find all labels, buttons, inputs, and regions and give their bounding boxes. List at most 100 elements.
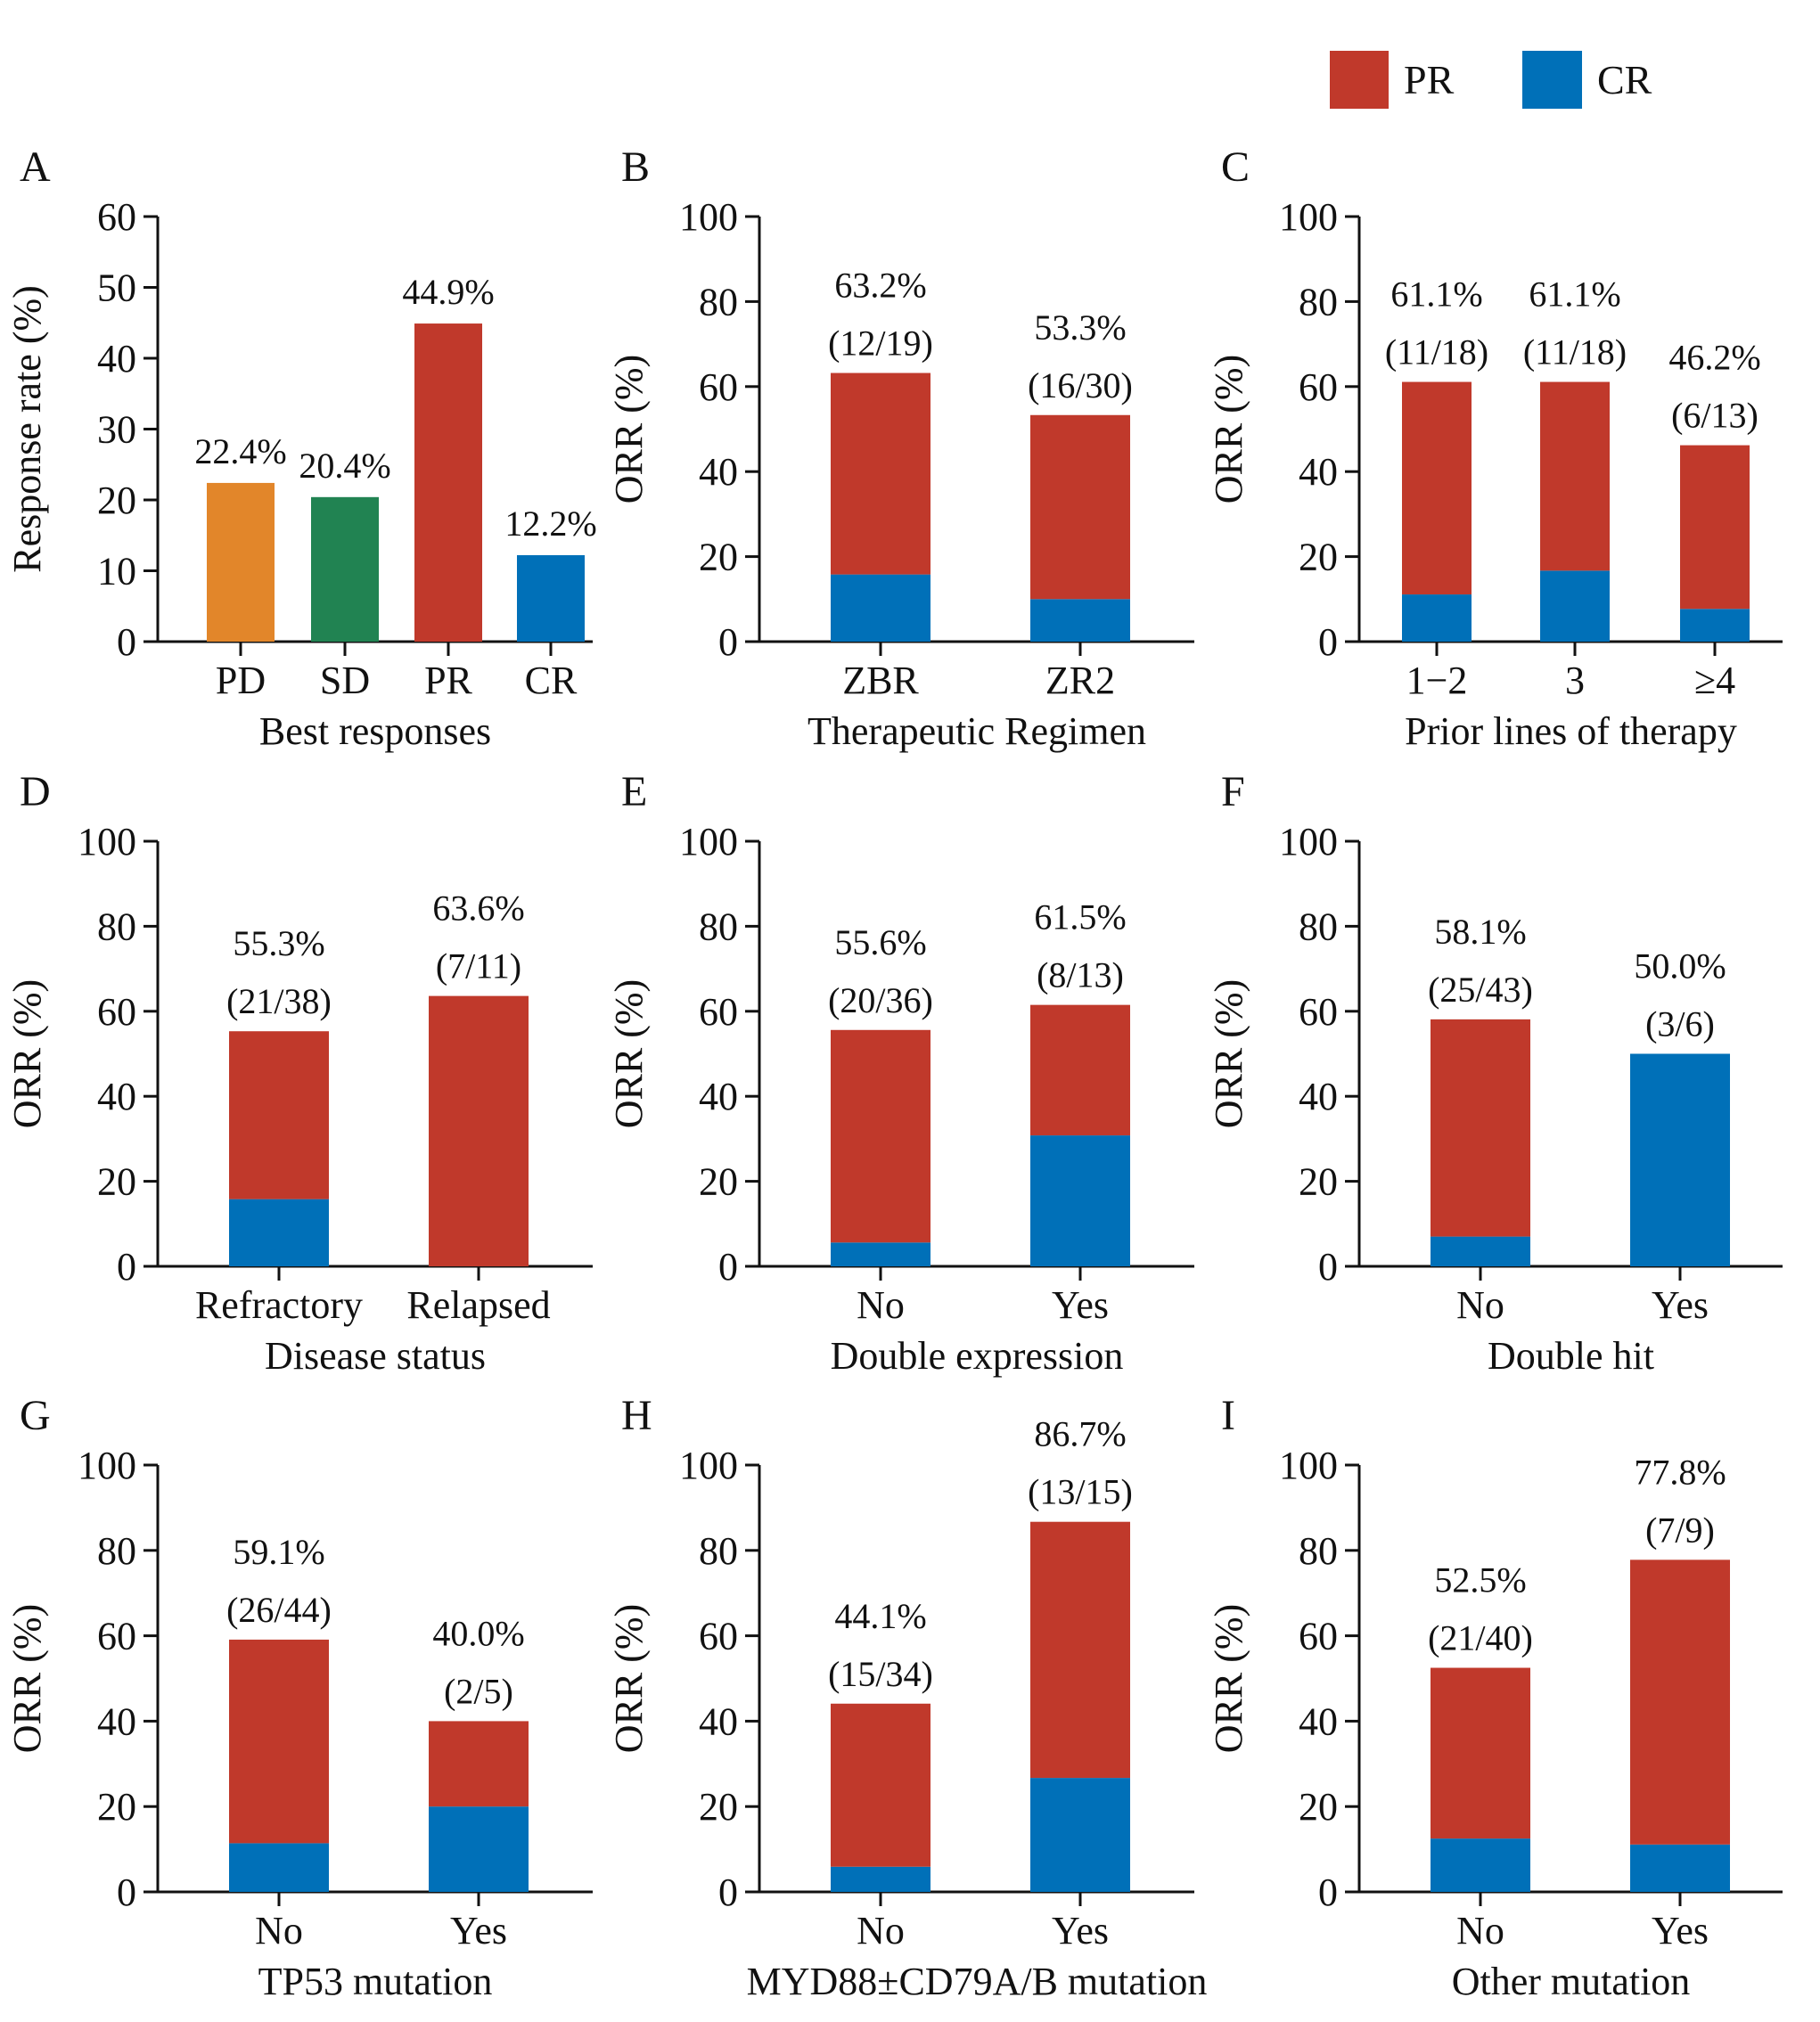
- panel-b-count-label-zbr: (12/19): [828, 323, 933, 364]
- panel-c-xtick-label-3: 3: [1565, 659, 1585, 702]
- panel-c-ytick-label-20: 20: [1299, 536, 1338, 579]
- panel-a-ytick-label-10: 10: [97, 550, 136, 594]
- panel-g-bar-yes-pr: [429, 1721, 529, 1807]
- legend-swatch-pr: [1330, 51, 1389, 109]
- panel-d-bar-refractory-cr: [229, 1199, 329, 1266]
- panel-c-count-label-3: (11/18): [1523, 332, 1627, 372]
- panel-h-xtick-label-yes: Yes: [1052, 1909, 1109, 1952]
- panel-g-letter: G: [20, 1392, 51, 1439]
- panel-a-xtick-label-cr: CR: [525, 659, 578, 702]
- panel-i: I 0 20 40 60 80 100 ORR (%) No 52.5% (21/40) Yes 77.…: [1207, 1392, 1783, 2003]
- panel-c-bar-4-pr: [1680, 445, 1750, 610]
- panel-c-xtick-label-1-2: 1−2: [1406, 659, 1468, 702]
- panel-f-ytick-label-60: 60: [1299, 990, 1338, 1034]
- panel-d-count-label-relapsed: (7/11): [436, 946, 521, 986]
- panel-b-bar-zr2-pr: [1030, 414, 1130, 600]
- panel-a-value-label-pd: 22.4%: [194, 431, 286, 471]
- panel-i-xlabel: Other mutation: [1452, 1960, 1691, 2003]
- panel-i-ytick-label-0: 0: [1318, 1871, 1338, 1914]
- panel-c-bar-4-cr: [1680, 609, 1750, 642]
- panel-e-xtick-label-no: No: [857, 1283, 905, 1327]
- panel-a-ytick-label-40: 40: [97, 337, 136, 381]
- panel-i-xtick-label-no: No: [1456, 1909, 1504, 1952]
- panel-i-ylabel: ORR (%): [1207, 1604, 1250, 1753]
- panel-f-pct-label-no: 58.1%: [1434, 912, 1526, 952]
- panel-a-ytick-label-20: 20: [97, 479, 136, 522]
- panel-g-ytick-label-40: 40: [97, 1699, 136, 1743]
- panel-a-ytick-label-0: 0: [117, 620, 136, 664]
- panel-a-value-label-cr: 12.2%: [504, 503, 596, 544]
- panel-f-xlabel: Double hit: [1488, 1334, 1654, 1378]
- legend-label-pr: PR: [1404, 57, 1455, 102]
- panel-h: H 0 20 40 60 80 100 ORR (%) No 44.1% (15/34) Yes 86.…: [607, 1392, 1207, 2003]
- panel-e-pct-label-no: 55.6%: [834, 922, 926, 962]
- panel-e-letter: E: [621, 768, 647, 815]
- panel-f-count-label-no: (25/43): [1428, 970, 1533, 1010]
- panel-c-bar-1-2-pr: [1402, 381, 1472, 595]
- panel-d: D 0 20 40 60 80 100 ORR (%) Refractory 55.3% (21/3…: [5, 768, 593, 1378]
- panel-f-ytick-label-80: 80: [1299, 905, 1338, 948]
- panel-h-ytick-label-80: 80: [699, 1529, 738, 1573]
- panel-c-ytick-label-60: 60: [1299, 365, 1338, 409]
- panel-g: G 0 20 40 60 80 100 ORR (%) No 59.1% (26/44) Yes 40.…: [5, 1392, 593, 2003]
- panel-c-ytick-label-40: 40: [1299, 450, 1338, 494]
- panel-e-bar-yes-pr: [1030, 1004, 1130, 1136]
- panel-a-xtick-label-pr: PR: [424, 659, 472, 702]
- panel-a-ylabel: Response rate (%): [5, 285, 49, 573]
- panel-b-pct-label-zbr: 63.2%: [834, 266, 926, 306]
- panel-e-pct-label-yes: 61.5%: [1034, 897, 1126, 937]
- panel-e-count-label-no: (20/36): [828, 980, 933, 1020]
- panel-e-ytick-label-60: 60: [699, 990, 738, 1034]
- panel-a-xtick-label-sd: SD: [320, 659, 370, 702]
- panel-h-ylabel: ORR (%): [607, 1604, 651, 1753]
- panel-d-count-label-refractory: (21/38): [226, 981, 332, 1021]
- panel-d-xlabel: Disease status: [265, 1334, 486, 1378]
- panel-e-ytick-label-40: 40: [699, 1075, 738, 1118]
- panel-i-pct-label-yes: 77.8%: [1634, 1452, 1726, 1492]
- panel-f-ylabel: ORR (%): [1207, 979, 1250, 1128]
- panel-g-count-label-yes: (2/5): [444, 1671, 513, 1711]
- panel-a-letter: A: [20, 143, 51, 191]
- panel-f-letter: F: [1221, 768, 1245, 815]
- panel-i-ytick-label-20: 20: [1299, 1785, 1338, 1829]
- panel-i-count-label-no: (21/40): [1428, 1618, 1533, 1658]
- panel-h-ytick-label-40: 40: [699, 1699, 738, 1743]
- panel-d-ytick-label-100: 100: [78, 820, 136, 864]
- panel-d-ytick-label-80: 80: [97, 905, 136, 948]
- panel-g-ytick-label-20: 20: [97, 1785, 136, 1829]
- panel-e-bar-yes-cr: [1030, 1135, 1130, 1266]
- panel-a-ytick-label-30: 30: [97, 408, 136, 452]
- panel-b-ytick-label-0: 0: [718, 620, 738, 664]
- panel-e-bar-no-pr: [831, 1029, 930, 1243]
- panel-f-bar-no-pr: [1431, 1019, 1530, 1237]
- panel-h-ytick-label-60: 60: [699, 1615, 738, 1658]
- panel-a-xlabel: Best responses: [259, 709, 491, 753]
- panel-h-bar-yes-cr: [1030, 1778, 1130, 1892]
- panel-e-xtick-label-yes: Yes: [1052, 1283, 1109, 1327]
- panel-b-pct-label-zr2: 53.3%: [1034, 307, 1126, 348]
- panel-c-letter: C: [1221, 143, 1250, 191]
- panel-i-bar-no-cr: [1431, 1838, 1530, 1892]
- panel-h-pct-label-no: 44.1%: [834, 1596, 926, 1636]
- panel-i-xtick-label-yes: Yes: [1652, 1909, 1709, 1952]
- panel-f-bar-yes-cr: [1630, 1053, 1730, 1266]
- panel-c-ytick-label-100: 100: [1279, 195, 1338, 239]
- panel-c-pct-label-4: 46.2%: [1668, 338, 1760, 378]
- panel-f: F 0 20 40 60 80 100 ORR (%) No 58.1% (25/43) Yes 50.…: [1207, 768, 1783, 1378]
- panel-c-pct-label-3: 61.1%: [1529, 274, 1620, 315]
- panel-i-bar-yes-pr: [1630, 1559, 1730, 1845]
- panel-i-ytick-label-40: 40: [1299, 1699, 1338, 1743]
- panel-g-ytick-label-60: 60: [97, 1615, 136, 1658]
- panel-e-ytick-label-80: 80: [699, 905, 738, 948]
- panel-h-pct-label-yes: 86.7%: [1034, 1414, 1126, 1454]
- panel-b-bar-zbr-cr: [831, 574, 930, 642]
- panel-c-count-label-1-2: (11/18): [1385, 332, 1488, 372]
- panel-f-ytick-label-0: 0: [1318, 1245, 1338, 1289]
- panel-d-pct-label-refractory: 55.3%: [233, 923, 324, 963]
- panel-g-pct-label-yes: 40.0%: [432, 1613, 524, 1653]
- panel-h-bar-no-pr: [831, 1703, 930, 1867]
- panel-h-count-label-no: (15/34): [828, 1654, 933, 1694]
- panel-g-bar-yes-cr: [429, 1806, 529, 1892]
- panel-b-ytick-label-80: 80: [699, 280, 738, 323]
